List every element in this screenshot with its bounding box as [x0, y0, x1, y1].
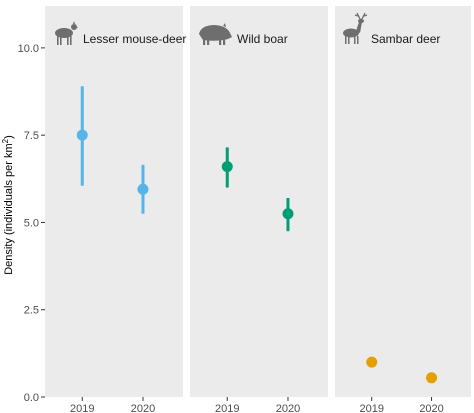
- data-point-group: [426, 372, 438, 384]
- panel-title: Wild boar: [237, 32, 288, 46]
- x-tick-label: 2020: [276, 403, 300, 413]
- y-axis: Density (individuals per km2) 0.0 2.5 5.0 7…: [1, 43, 45, 404]
- wild-boar-leg: [219, 39, 222, 45]
- panel-background: [190, 6, 328, 397]
- data-point-group: [137, 164, 149, 214]
- sambar-deer-leg: [354, 36, 356, 44]
- wild-boar-icon: [199, 23, 232, 45]
- x-tick-label: 2019: [215, 403, 239, 413]
- y-tick-label: 10.0: [18, 43, 39, 55]
- data-point-group: [76, 86, 88, 186]
- facet-panels: Lesser mouse-deer 2019 2020 Wild boar 2019 20…: [45, 6, 471, 413]
- sambar-deer-leg: [357, 36, 359, 44]
- data-point: [137, 183, 149, 195]
- mouse-deer-leg: [60, 36, 62, 45]
- data-point: [282, 208, 294, 220]
- panel-background: [45, 6, 183, 397]
- sambar-deer-head: [358, 18, 364, 24]
- x-tick-label: 2019: [70, 403, 94, 413]
- x-tick-label: 2020: [419, 403, 443, 413]
- wild-boar-body: [199, 25, 232, 41]
- wild-boar-leg: [223, 39, 226, 45]
- y-tick-label: 5.0: [24, 217, 39, 229]
- y-axis-title-superscript: 2: [1, 138, 10, 143]
- data-point: [366, 356, 378, 368]
- mouse-deer-ear: [73, 21, 75, 24]
- data-point-group: [366, 356, 378, 368]
- sambar-deer-antlers: [354, 12, 368, 20]
- facet-panel: Sambar deer 2019 2020: [335, 6, 471, 413]
- data-point-group: [221, 147, 233, 188]
- facet-panel: Lesser mouse-deer 2019 2020: [45, 6, 186, 413]
- mouse-deer-body: [55, 28, 73, 38]
- mouse-deer-leg: [57, 36, 59, 45]
- sambar-deer-neck: [356, 22, 362, 33]
- y-tick-label: 0.0: [24, 392, 39, 404]
- panel-title: Lesser mouse-deer: [83, 32, 186, 46]
- x-tick-label: 2020: [131, 403, 155, 413]
- wild-boar-leg: [207, 39, 210, 45]
- mouse-deer-snout: [72, 26, 78, 28]
- x-tick-label: 2019: [359, 403, 383, 413]
- y-axis-title-end: ): [3, 135, 15, 139]
- sambar-deer-icon: [343, 12, 368, 44]
- data-point: [426, 372, 438, 384]
- panel-background: [335, 6, 471, 397]
- mouse-deer-leg: [70, 36, 72, 45]
- sambar-deer-body: [343, 28, 359, 38]
- mouse-deer-leg: [67, 36, 69, 45]
- sambar-deer-leg: [345, 36, 347, 44]
- y-tick-label: 7.5: [24, 130, 39, 142]
- facet-panel: Wild boar 2019 2020: [190, 6, 328, 413]
- y-axis-title-main: Density (individuals per km: [3, 143, 15, 274]
- y-axis-title: Density (individuals per km2): [1, 135, 15, 275]
- wild-boar-leg: [203, 39, 206, 45]
- data-point: [221, 161, 233, 173]
- data-point: [76, 129, 88, 141]
- wild-boar-ear: [223, 23, 226, 27]
- data-point-group: [282, 198, 294, 232]
- panel-title: Sambar deer: [371, 32, 440, 46]
- sambar-deer-leg: [348, 36, 350, 44]
- y-tick-label: 2.5: [24, 305, 39, 317]
- mouse-deer-icon: [55, 21, 78, 45]
